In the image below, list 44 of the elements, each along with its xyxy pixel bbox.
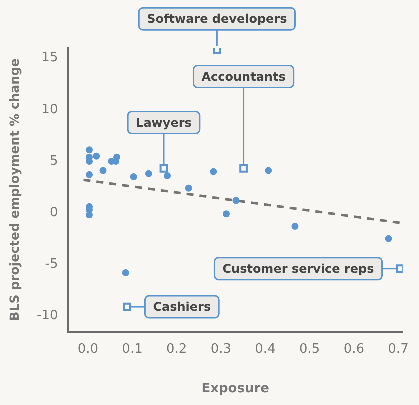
x-tick-label: 0.3 (210, 342, 232, 357)
point (145, 170, 152, 178)
point (86, 146, 94, 154)
x-tick-label: 0.1 (122, 342, 143, 357)
point (122, 269, 130, 276)
point (292, 223, 299, 230)
point (232, 197, 240, 204)
point (396, 264, 403, 274)
y-tick-label: -5 (45, 257, 58, 272)
y-tick-label: 10 (42, 102, 58, 118)
y-tick-label: 5 (50, 154, 58, 169)
annotation: Customer service reps (222, 262, 374, 276)
point (185, 184, 192, 192)
y-tick-label: 15 (42, 50, 58, 66)
point (265, 167, 272, 174)
x-tick-label: 0.5 (299, 342, 320, 357)
x-tick-label: 0.4 (255, 342, 276, 357)
point (130, 174, 138, 180)
annotation: Accountants (202, 70, 286, 84)
annotation: Lawyers (136, 116, 192, 130)
y-tick-label: 0 (50, 205, 58, 220)
annotation: Cashiers (153, 300, 212, 314)
x-axis-title: Exposure (202, 382, 270, 397)
point (213, 48, 222, 54)
y-tick-label: -10 (37, 308, 58, 324)
point (160, 164, 168, 173)
y-axis-title: BLS projected employment % change (6, 58, 22, 322)
point (240, 164, 248, 173)
point (86, 212, 94, 219)
annotation: Software developers (147, 12, 288, 26)
point (93, 152, 100, 160)
point (123, 302, 132, 312)
point (222, 210, 230, 218)
x-tick-label: 0.0 (78, 342, 99, 357)
point (114, 154, 120, 161)
point (86, 171, 94, 178)
point (100, 167, 107, 174)
x-tick-label: 0.2 (166, 342, 188, 357)
point (385, 235, 392, 242)
x-tick-label: 0.7 (388, 342, 409, 357)
x-tick-label: 0.6 (344, 342, 365, 357)
point (210, 168, 218, 176)
point (86, 158, 94, 166)
point (164, 172, 172, 180)
